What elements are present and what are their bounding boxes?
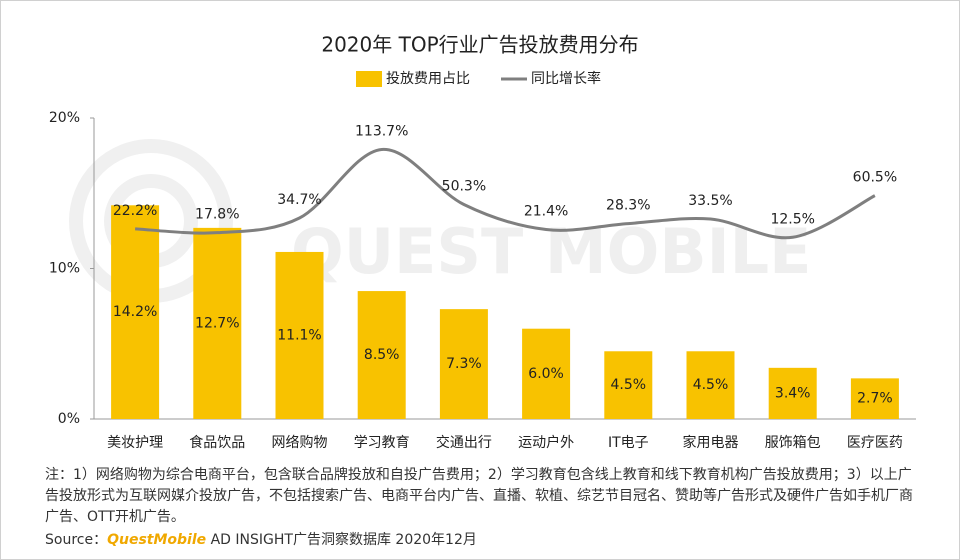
bar-value-label: 14.2% (113, 304, 157, 320)
bar-value-label: 3.4% (775, 385, 811, 401)
bar (850, 378, 899, 419)
bar-value-label: 6.0% (528, 366, 564, 382)
line-value-label: 17.8% (195, 207, 239, 223)
x-tick-label: 食品饮品 (189, 434, 245, 451)
bar-value-label: 11.1% (277, 327, 321, 343)
line-value-label: 22.2% (113, 203, 157, 219)
x-tick-label: 家用电器 (683, 434, 739, 451)
bar (686, 351, 735, 419)
bar-value-label: 4.5% (693, 377, 729, 393)
line-value-label: 34.7% (277, 192, 321, 208)
line-value-label: 21.4% (524, 204, 568, 220)
y-tick-label: 10% (49, 261, 80, 277)
line-value-label: 28.3% (606, 198, 650, 214)
legend-label: 投放费用占比 (386, 71, 470, 87)
bar (439, 309, 488, 419)
bar-value-label: 2.7% (857, 391, 893, 407)
line-value-label: 33.5% (688, 193, 732, 209)
x-tick-label: 服饰箱包 (765, 435, 821, 451)
bar (522, 328, 571, 419)
bar (193, 227, 242, 419)
x-tick-label: 医疗医药 (847, 435, 903, 451)
bar (768, 367, 817, 419)
chart: QUEST MOBILE 2020年 TOP行业广告投放费用分布 0% 10% 20… (49, 33, 916, 451)
x-tick-label: 学习教育 (354, 435, 410, 451)
source-prefix: Source： (45, 532, 108, 548)
source-text: AD INSIGHT广告洞察数据库 2020年12月 (210, 532, 477, 548)
x-tick-label: IT电子 (608, 435, 649, 451)
y-tick-label: 0% (58, 411, 80, 427)
line-value-label: 12.5% (770, 211, 814, 227)
line-value-label: 60.5% (853, 170, 897, 186)
bar-value-label: 8.5% (364, 347, 400, 363)
line-value-label: 50.3% (442, 178, 486, 194)
bar (604, 351, 653, 419)
bar (275, 251, 324, 419)
note: 注：1）网络购物为综合电商平台，包含联合品牌投放和自投广告费用；2）学习教育包含… (45, 467, 913, 525)
x-tick-label: 网络购物 (272, 435, 328, 451)
x-tick-label: 美妆护理 (107, 435, 163, 451)
chart-title: 2020年 TOP行业广告投放费用分布 (321, 33, 638, 57)
x-tick-label: 交通出行 (436, 434, 492, 451)
bar-value-label: 12.7% (195, 315, 239, 331)
line (135, 147, 876, 240)
bar-value-label: 7.3% (446, 356, 482, 372)
legend-label: 同比增长率 (531, 70, 601, 87)
line-value-label: 113.7% (355, 123, 408, 139)
source-brand: QuestMobile (107, 532, 207, 548)
x-tick-label: 运动户外 (518, 434, 574, 451)
bar (111, 205, 160, 419)
bar (357, 291, 406, 419)
legend-swatch (356, 71, 382, 87)
y-tick-label: 20% (49, 110, 80, 126)
watermark: QUEST MOBILE (291, 215, 812, 288)
source: Source：QuestMobile AD INSIGHT广告洞察数据库 202… (45, 529, 477, 549)
bar-value-label: 4.5% (611, 377, 647, 393)
